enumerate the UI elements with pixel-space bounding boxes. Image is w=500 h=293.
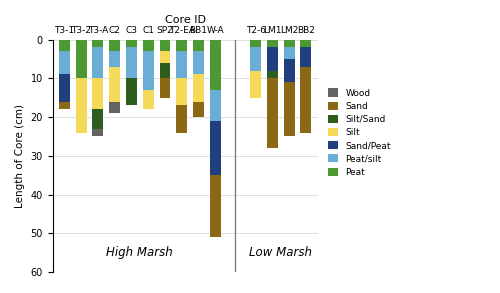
Bar (160, 63, 170, 78)
Bar (193, 102, 204, 117)
Bar (250, 40, 261, 47)
Bar (267, 40, 278, 47)
Bar (92, 40, 104, 47)
Bar (110, 40, 120, 51)
Bar (300, 40, 312, 47)
Bar (176, 40, 187, 51)
Bar (160, 40, 170, 51)
Bar (300, 67, 312, 133)
Legend: Wood, Sand, Silt/Sand, Silt, Sand/Peat, Peat/silt, Peat: Wood, Sand, Silt/Sand, Silt, Sand/Peat, … (325, 86, 394, 179)
Title: Core ID: Core ID (164, 15, 205, 25)
Bar (160, 78, 170, 98)
Bar (76, 40, 86, 78)
Text: High Marsh: High Marsh (106, 246, 173, 259)
Bar (284, 82, 294, 137)
Bar (284, 40, 294, 47)
Text: Low Marsh: Low Marsh (249, 246, 312, 259)
Bar (143, 40, 154, 51)
Bar (210, 90, 221, 121)
Bar (176, 78, 187, 105)
Bar (110, 51, 120, 67)
Bar (92, 78, 104, 109)
Bar (92, 129, 104, 137)
Bar (210, 40, 221, 90)
Bar (110, 102, 120, 113)
Bar (210, 175, 221, 237)
Bar (193, 51, 204, 74)
Bar (210, 121, 221, 175)
Bar (59, 74, 70, 102)
Bar (59, 40, 70, 51)
Bar (193, 74, 204, 102)
Bar (160, 51, 170, 63)
Bar (267, 47, 278, 71)
Bar (143, 51, 154, 90)
Bar (92, 109, 104, 129)
Bar (143, 90, 154, 109)
Bar (110, 67, 120, 102)
Bar (284, 47, 294, 59)
Bar (59, 51, 70, 74)
Bar (126, 78, 137, 105)
Y-axis label: Length of Core (cm): Length of Core (cm) (15, 104, 25, 208)
Bar (59, 102, 70, 109)
Bar (176, 105, 187, 133)
Bar (284, 59, 294, 82)
Bar (250, 71, 261, 98)
Bar (76, 78, 86, 133)
Bar (267, 71, 278, 78)
Bar (126, 47, 137, 78)
Bar (250, 47, 261, 71)
Bar (126, 40, 137, 47)
Bar (176, 51, 187, 78)
Bar (300, 47, 312, 67)
Bar (267, 78, 278, 148)
Bar (193, 40, 204, 51)
Bar (92, 47, 104, 78)
